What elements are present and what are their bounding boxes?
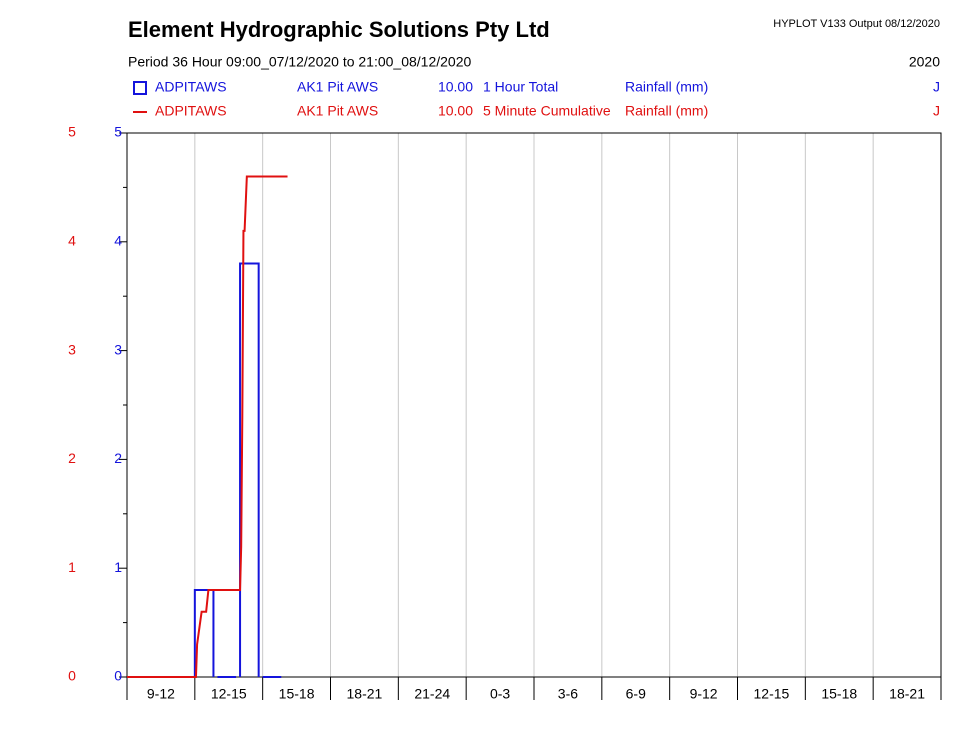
x-tick-label: 18-21	[889, 686, 925, 702]
x-tick-label: 21-24	[414, 686, 450, 702]
x-tick-label: 12-15	[754, 686, 790, 702]
legend-name: ADPITAWS	[155, 79, 227, 95]
y-tick-label: 4	[114, 233, 122, 249]
legend-marker	[133, 81, 147, 95]
legend-description: 5 Minute Cumulative	[483, 103, 611, 119]
y2-tick-label: 4	[68, 233, 76, 249]
y2-tick-label: 5	[68, 124, 76, 140]
x-tick-label: 9-12	[147, 686, 175, 702]
legend-station: AK1 Pit AWS	[297, 103, 378, 119]
x-tick-label: 3-6	[558, 686, 578, 702]
x-tick-label: 6-9	[626, 686, 646, 702]
x-tick-label: 18-21	[347, 686, 383, 702]
y2-tick-label: 3	[68, 341, 76, 357]
chart-title: Element Hydrographic Solutions Pty Ltd	[128, 17, 550, 42]
x-tick-label: 15-18	[279, 686, 315, 702]
bar-step	[239, 262, 260, 677]
y-tick-label: 5	[114, 124, 122, 140]
legend-code: 10.00	[438, 103, 473, 119]
x-tick-label: 15-18	[821, 686, 857, 702]
legend-units: Rainfall (mm)	[625, 103, 708, 119]
y2-tick-label: 1	[68, 559, 76, 575]
cumulative-line	[127, 175, 288, 678]
legend-flag: J	[933, 103, 940, 119]
subtitle: HYPLOT V133 Output 08/12/2020	[773, 18, 940, 30]
bar-step	[193, 588, 215, 677]
y-tick-label: 1	[114, 559, 122, 575]
x-tick-label: 12-15	[211, 686, 247, 702]
y2-tick-label: 0	[68, 668, 76, 684]
x-tick-label: 9-12	[690, 686, 718, 702]
legend-units: Rainfall (mm)	[625, 79, 708, 95]
legend-station: AK1 Pit AWS	[297, 79, 378, 95]
y2-tick-label: 2	[68, 450, 76, 466]
year: 2020	[909, 54, 940, 70]
legend-name: ADPITAWS	[155, 103, 227, 119]
y-tick-label: 2	[114, 450, 122, 466]
legend-description: 1 Hour Total	[483, 79, 558, 95]
legend-flag: J	[933, 79, 940, 95]
period: Period 36 Hour 09:00_07/12/2020 to 21:00…	[128, 54, 472, 70]
x-tick-label: 0-3	[490, 686, 510, 702]
legend-code: 10.00	[438, 79, 473, 95]
y-tick-label: 0	[114, 668, 122, 684]
y-tick-label: 3	[114, 341, 122, 357]
